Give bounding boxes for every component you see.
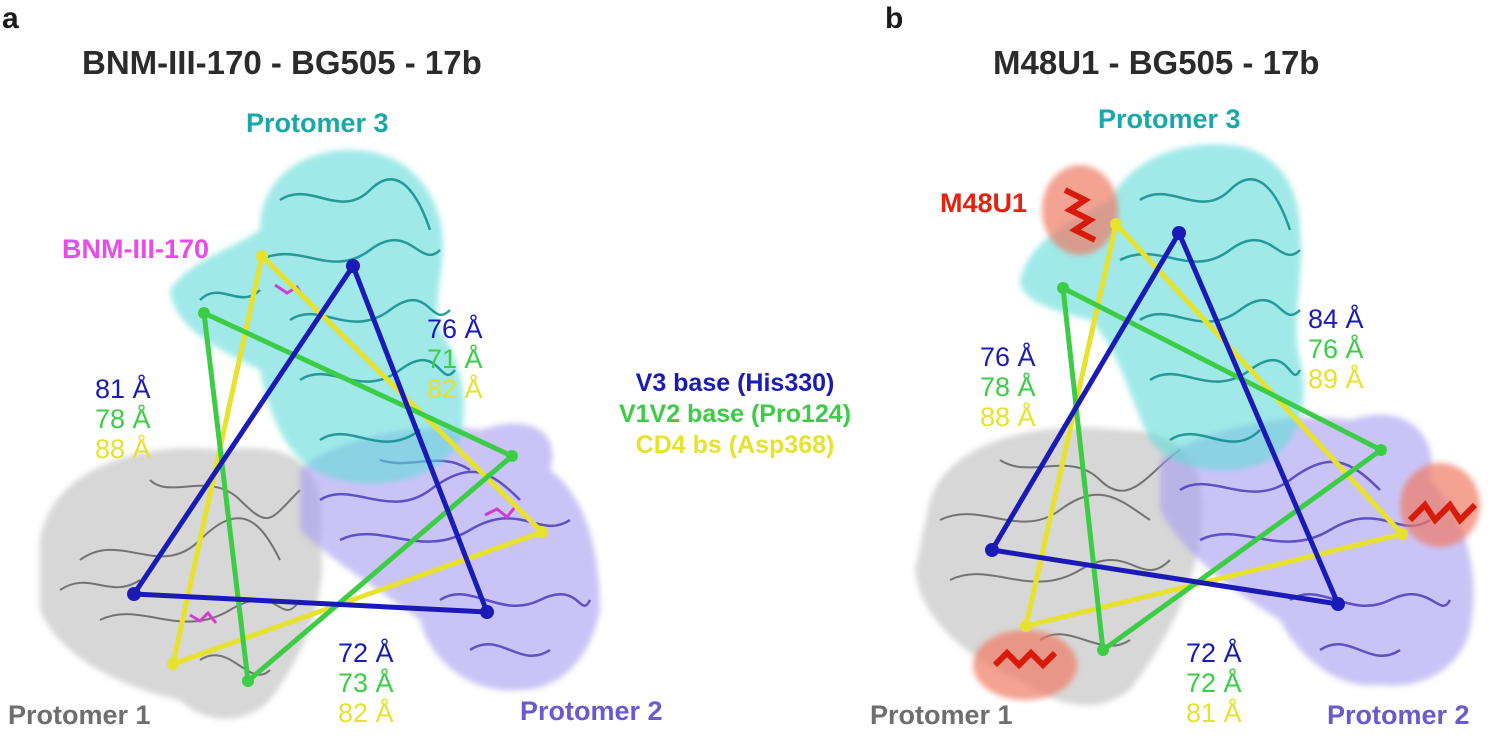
panel-b-title: M48U1 - BG505 - 17b	[993, 44, 1320, 81]
panel-a-v1v2-triangle	[201, 310, 515, 684]
panel-a-vertex-dots	[127, 250, 548, 687]
panel-a-dist-left-cd4: 88 Å	[95, 434, 151, 464]
panel-a-dist-right-cd4: 82 Å	[427, 374, 483, 404]
legend: V3 base (His330) V1V2 base (Pro124) CD4 …	[585, 368, 885, 461]
panel-b-protomer1-label: Protomer 1	[870, 700, 1013, 730]
panel-b-v1v2-triangle	[1060, 285, 1384, 653]
panel-a-protomer1-surface	[40, 448, 322, 719]
panel-a-dist-bottom-v1v2: 73 Å	[338, 668, 394, 698]
panel-a-dist-left-v1v2: 78 Å	[95, 404, 151, 434]
panel-b-protomer3-label: Protomer 3	[1098, 104, 1241, 134]
panel-b-dist-left-v3: 76 Å	[980, 342, 1036, 372]
panel-a-dist-right-v1v2: 71 Å	[427, 344, 483, 374]
panel-a-protomer1-label: Protomer 1	[8, 700, 151, 730]
panel-a-distances-left: 81 Å 78 Å 88 Å	[95, 374, 151, 464]
panel-b-distances-right: 84 Å 76 Å 89 Å	[1308, 304, 1364, 394]
panel-a-letter: a	[2, 2, 19, 35]
panel-b-protomer1-surface	[915, 427, 1203, 706]
panel-b-vertex-dots	[985, 218, 1408, 656]
panel-b-distances-left: 76 Å 78 Å 88 Å	[980, 342, 1036, 432]
panel-a-protomer3-label: Protomer 3	[246, 108, 389, 138]
panel-a-dist-bottom-cd4: 82 Å	[338, 698, 394, 728]
panel-a-v3-triangle	[131, 263, 490, 615]
panel-b-ligand-surfaces	[973, 165, 1480, 700]
panel-b-dist-left-v1v2: 78 Å	[980, 372, 1036, 402]
panel-b-dist-right-v1v2: 76 Å	[1308, 334, 1364, 364]
panel-a-dist-bottom-v3: 72 Å	[338, 638, 394, 668]
panel-b-distances-bottom: 72 Å 72 Å 81 Å	[1186, 638, 1242, 728]
panel-b-protomer2-ribbon	[1179, 460, 1452, 657]
panel-b-dist-bottom-v3: 72 Å	[1186, 638, 1242, 668]
panel-b-ligand-label: M48U1	[940, 188, 1028, 218]
panel-b-dist-bottom-cd4: 81 Å	[1186, 698, 1242, 728]
panel-a-dist-left-v3: 81 Å	[95, 374, 151, 404]
panel-b-letter: b	[885, 2, 904, 35]
panel-a-distances-bottom: 72 Å 73 Å 82 Å	[338, 638, 394, 728]
panel-b-dist-right-v3: 84 Å	[1308, 304, 1364, 334]
panel-b-v3-triangle	[989, 230, 1341, 607]
panel-b-dist-right-cd4: 89 Å	[1308, 364, 1364, 394]
panel-a-distances-right: 76 Å 71 Å 82 Å	[427, 314, 483, 404]
legend-v3: V3 base (His330)	[635, 369, 835, 397]
panel-b-cd4-triangle	[1023, 221, 1405, 629]
panel-a-ligand-label: BNM-III-170	[62, 234, 210, 264]
panel-a-dist-right-v3: 76 Å	[427, 314, 483, 344]
panel-a-title: BNM-III-170 - BG505 - 17b	[82, 44, 482, 81]
panel-b-dist-left-cd4: 88 Å	[980, 402, 1036, 432]
legend-cd4: CD4 bs (Asp368)	[635, 431, 835, 459]
panel-b-dist-bottom-v1v2: 72 Å	[1186, 668, 1242, 698]
panel-b-protomer2-label: Protomer 2	[1327, 700, 1470, 730]
legend-v1v2: V1V2 base (Pro124)	[618, 400, 852, 428]
panel-a-protomer2-label: Protomer 2	[520, 696, 663, 726]
panel-a-protomer2-surface	[300, 423, 600, 691]
